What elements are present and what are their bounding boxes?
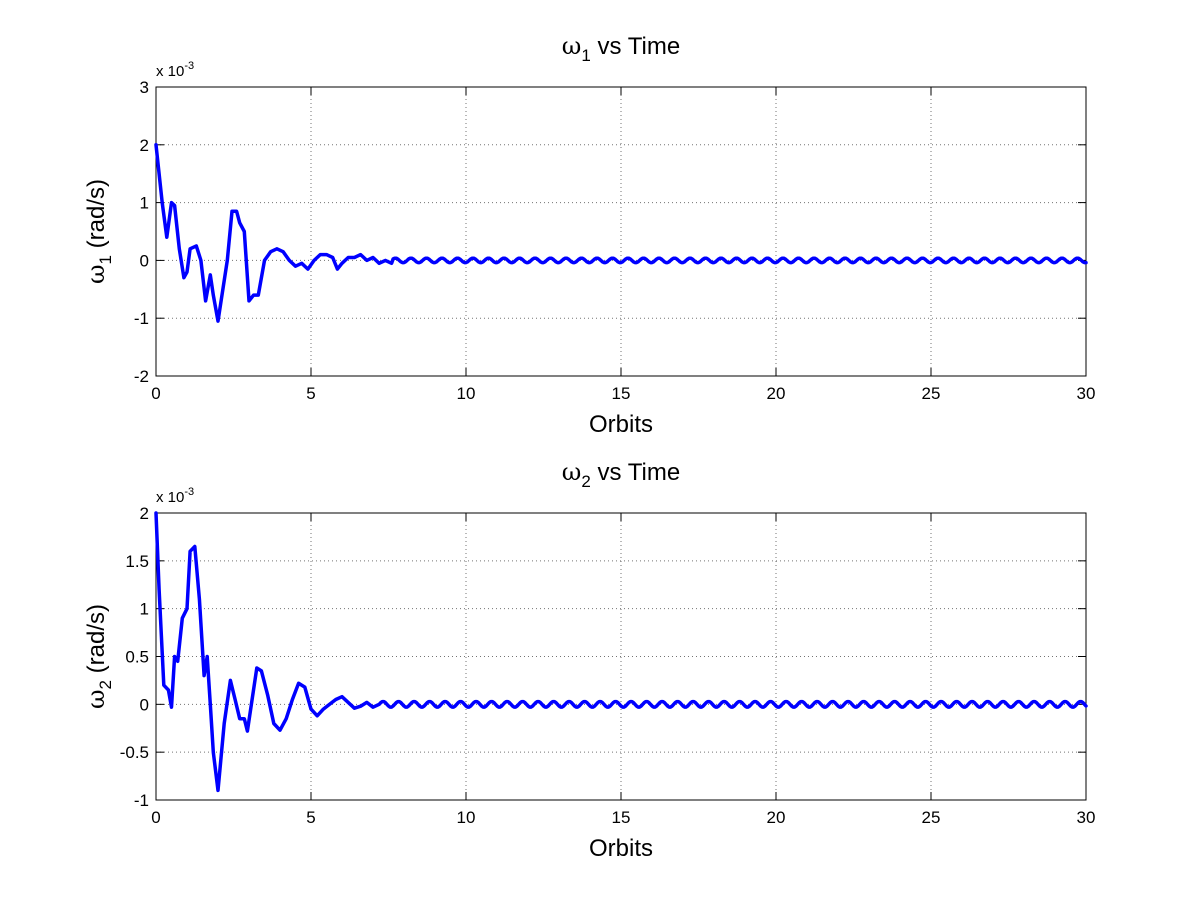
y-tick-label: 0	[140, 695, 149, 714]
title-text: vs Time	[591, 33, 680, 60]
y-tick-label: 1	[140, 600, 149, 619]
y-tick-label: 0	[140, 251, 149, 270]
y-tick-label: 0.5	[125, 648, 149, 667]
y-exponent-prefix: x 10	[156, 489, 184, 506]
title-subscript: 2	[581, 472, 590, 491]
y-tick-label: 3	[140, 78, 149, 97]
y-tick-label: -0.5	[120, 743, 149, 762]
plot-title: ω1 vs Time	[562, 32, 680, 65]
x-tick-label: 15	[612, 808, 631, 827]
x-tick-label: 20	[767, 384, 786, 403]
title-omega-symbol: ω	[562, 458, 582, 486]
subplot-omega2: 0 5 10 15 20 25 30-1-0.500.511.52x 10-3ω2 vs T…	[82, 458, 1095, 862]
x-axis-label: Orbits	[589, 411, 653, 438]
y-exponent-label: x 10-3	[156, 60, 194, 80]
title-omega-symbol: ω	[562, 32, 582, 60]
series-line	[154, 143, 1088, 323]
x-tick-label: 5	[306, 808, 315, 827]
title-subscript: 1	[581, 46, 590, 65]
ylabel-omega-symbol: ω	[82, 264, 110, 284]
y-tick-label: 2	[140, 136, 149, 155]
ylabel-subscript: 2	[96, 680, 115, 689]
title-text: vs Time	[591, 459, 680, 486]
x-tick-label: 5	[306, 384, 315, 403]
x-tick-label: 20	[767, 808, 786, 827]
x-tick-label: 0	[151, 808, 160, 827]
x-tick-label: 25	[922, 384, 941, 403]
y-exponent-power: -3	[184, 60, 194, 72]
y-tick-label: 1.5	[125, 552, 149, 571]
y-tick-label: -1	[134, 309, 149, 328]
y-tick-label: -2	[134, 367, 149, 386]
ylabel-omega-symbol: ω	[82, 689, 110, 709]
series-line	[154, 511, 1088, 793]
y-exponent-label: x 10-3	[156, 486, 194, 506]
x-axis-label: Orbits	[589, 835, 653, 862]
y-tick-label: 2	[140, 504, 149, 523]
x-tick-label: 30	[1077, 384, 1096, 403]
y-axis-label: ω1 (rad/s)	[82, 179, 115, 284]
x-tick-label: 25	[922, 808, 941, 827]
x-tick-label: 10	[457, 808, 476, 827]
x-tick-label: 10	[457, 384, 476, 403]
y-tick-label: 1	[140, 194, 149, 213]
x-tick-label: 30	[1077, 808, 1096, 827]
y-exponent-power: -3	[184, 486, 194, 498]
y-tick-label: -1	[134, 791, 149, 810]
x-tick-label: 0	[151, 384, 160, 403]
plot-title: ω2 vs Time	[562, 458, 680, 491]
y-axis-label: ω2 (rad/s)	[82, 604, 115, 709]
ylabel-text: (rad/s)	[83, 179, 110, 255]
x-tick-label: 15	[612, 384, 631, 403]
ylabel-text: (rad/s)	[83, 604, 110, 680]
ylabel-subscript: 1	[96, 255, 115, 264]
y-exponent-prefix: x 10	[156, 63, 184, 80]
